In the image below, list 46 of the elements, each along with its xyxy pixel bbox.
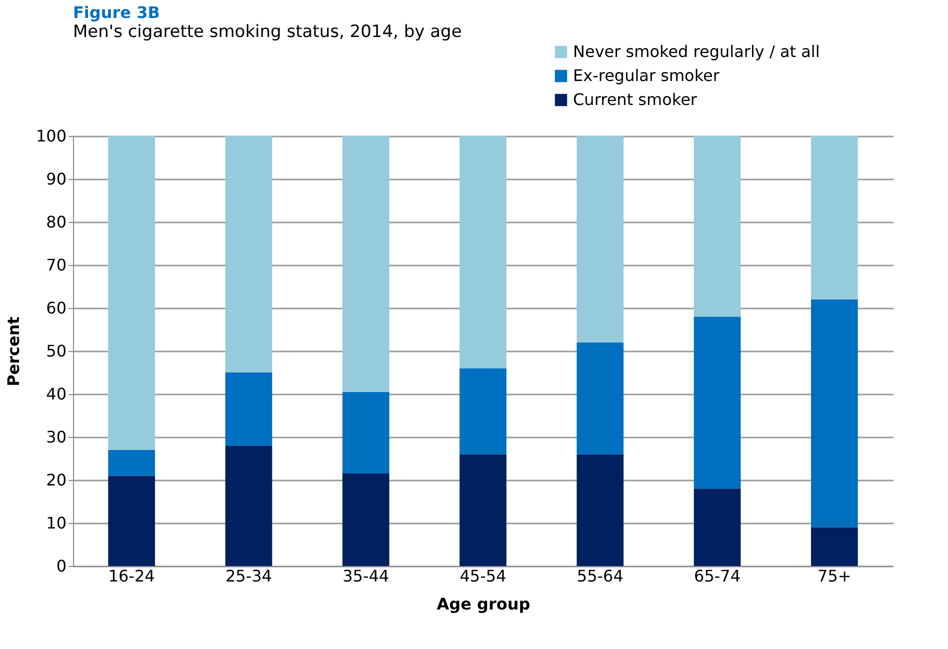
y-tick-label: 90 [46, 170, 66, 188]
y-tick-label: 30 [46, 428, 66, 446]
bar [576, 454, 624, 566]
bar [108, 136, 155, 450]
legend-label: Never smoked regularly / at all [573, 42, 820, 61]
bar [694, 488, 741, 566]
bar [694, 136, 741, 317]
x-tick-label: 75+ [818, 566, 852, 586]
chart-title: Figure 3B [73, 3, 160, 22]
y-tick-label: 60 [46, 298, 66, 318]
bar [342, 392, 390, 474]
bar [342, 474, 390, 566]
x-axis-title: Age group [436, 594, 530, 614]
bar [460, 454, 506, 566]
x-tick-label: 65-74 [694, 566, 741, 586]
y-axis-title: Percent [4, 316, 23, 386]
bar [811, 136, 858, 300]
y-tick-label: 10 [46, 514, 66, 532]
y-tick-label: 50 [46, 342, 66, 360]
bar [576, 136, 624, 342]
bar [225, 372, 272, 446]
bar [694, 316, 741, 489]
bar [108, 476, 155, 566]
bar [460, 368, 506, 454]
bar [108, 450, 155, 476]
legend-label: Ex-regular smoker [573, 66, 720, 85]
x-tick-label: 55-64 [576, 566, 624, 586]
y-tick-label: 70 [46, 256, 66, 274]
y-tick-label: 0 [56, 556, 66, 576]
y-tick-label: 40 [46, 384, 66, 404]
x-tick-label: 45-54 [460, 566, 506, 586]
bar [460, 136, 506, 368]
bar [576, 342, 624, 454]
bar [811, 299, 858, 528]
bar [342, 136, 390, 392]
y-tick-label: 80 [46, 212, 66, 232]
x-tick-label: 16-24 [108, 566, 155, 586]
legend-label: Current smoker [573, 90, 698, 109]
y-tick-label: 20 [46, 470, 66, 490]
bar [225, 446, 272, 566]
bar [811, 527, 858, 566]
x-tick-label: 25-34 [225, 566, 272, 586]
chart-subtitle: Men's cigarette smoking status, 2014, by age [73, 22, 462, 42]
bar [225, 136, 272, 372]
y-tick-label: 100 [36, 126, 66, 146]
x-tick-label: 35-44 [342, 566, 390, 586]
